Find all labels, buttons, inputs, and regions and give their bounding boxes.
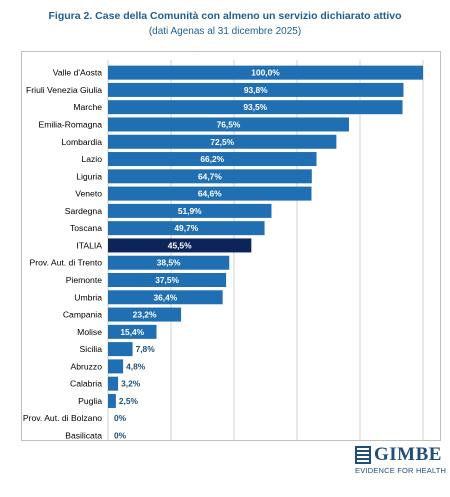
bar: [108, 117, 349, 132]
category-label: Umbria: [74, 292, 102, 302]
value-label: 36,4%: [153, 292, 177, 302]
value-label: 7,8%: [136, 344, 156, 354]
value-label: 93,8%: [244, 85, 268, 95]
bar: [108, 255, 230, 270]
value-label: 0%: [114, 431, 127, 440]
value-label: 23,2%: [133, 310, 157, 320]
bar: [108, 134, 337, 149]
value-label: 64,6%: [198, 189, 222, 199]
logo-wordmark: GIMBE: [374, 444, 442, 465]
category-label: Prov. Aut. di Bolzano: [23, 413, 102, 423]
bar: [108, 203, 272, 218]
bar: [108, 221, 265, 236]
bar: [108, 273, 227, 287]
bar: [108, 393, 116, 408]
bar: [108, 376, 119, 391]
gimbe-logo: GIMBE EVIDENCE FOR HEALTH: [352, 444, 447, 484]
category-label: Campania: [63, 310, 102, 320]
logo-tagline: EVIDENCE FOR HEALTH: [355, 466, 447, 475]
value-label: 37,5%: [155, 275, 179, 285]
bar: [108, 100, 403, 115]
bar: [108, 324, 157, 339]
bar: [108, 238, 252, 253]
value-label: 45,5%: [168, 240, 192, 250]
value-label: 38,5%: [157, 258, 181, 268]
category-label: Toscana: [70, 223, 102, 233]
bar: [108, 65, 423, 80]
category-label: Emilia-Romagna: [38, 119, 102, 129]
bar: [108, 152, 317, 167]
value-label: 15,4%: [120, 327, 144, 337]
category-label: Lazio: [81, 154, 102, 164]
bar: [108, 82, 404, 97]
value-label: 72,5%: [210, 137, 234, 147]
category-label: Veneto: [75, 189, 102, 199]
value-label: 0%: [114, 413, 127, 423]
value-label: 3,2%: [121, 379, 141, 389]
value-label: 100,0%: [251, 68, 280, 78]
category-label: Molise: [77, 327, 102, 337]
value-label: 51,9%: [178, 206, 202, 216]
category-label: Piemonte: [66, 275, 103, 285]
category-label: Abruzzo: [70, 361, 102, 371]
category-label: Lombardia: [61, 137, 102, 147]
category-label: Liguria: [76, 171, 102, 181]
bar: [108, 169, 312, 184]
value-label: 2,5%: [119, 396, 139, 406]
bar: [108, 342, 133, 357]
chart-frame: Valle d'Aosta 100,0% Friuli Venezia Giulia…: [21, 51, 441, 441]
gimbe-logo-mark-icon: [355, 446, 371, 464]
bar: [108, 307, 182, 322]
category-label: Sardegna: [65, 206, 102, 216]
value-label: 64,7%: [198, 171, 222, 181]
bar: [108, 359, 124, 374]
value-label: 93,5%: [243, 102, 267, 112]
category-label: Puglia: [78, 396, 102, 406]
bar: [108, 186, 312, 201]
value-label: 76,5%: [217, 119, 241, 129]
category-label: Basilicata: [65, 431, 102, 440]
category-label: Prov. Aut. di Trento: [30, 258, 103, 268]
value-label: 66,2%: [200, 154, 224, 164]
chart-title: Figura 2. Case della Comunità con almeno…: [48, 10, 402, 22]
category-label: Calabria: [70, 379, 102, 389]
bar: [108, 290, 223, 305]
bar-chart: Valle d'Aosta 100,0% Friuli Venezia Giulia…: [23, 60, 424, 440]
category-label: ITALIA: [76, 240, 102, 250]
category-label: Sicilia: [80, 344, 103, 354]
category-label: Marche: [73, 102, 102, 112]
value-label: 4,8%: [126, 361, 146, 371]
category-label: Valle d'Aosta: [53, 68, 102, 78]
value-label: 49,7%: [174, 223, 198, 233]
chart-subtitle: (dati Agenas al 31 dicembre 2025): [148, 26, 302, 37]
category-label: Friuli Venezia Giulia: [26, 85, 102, 95]
